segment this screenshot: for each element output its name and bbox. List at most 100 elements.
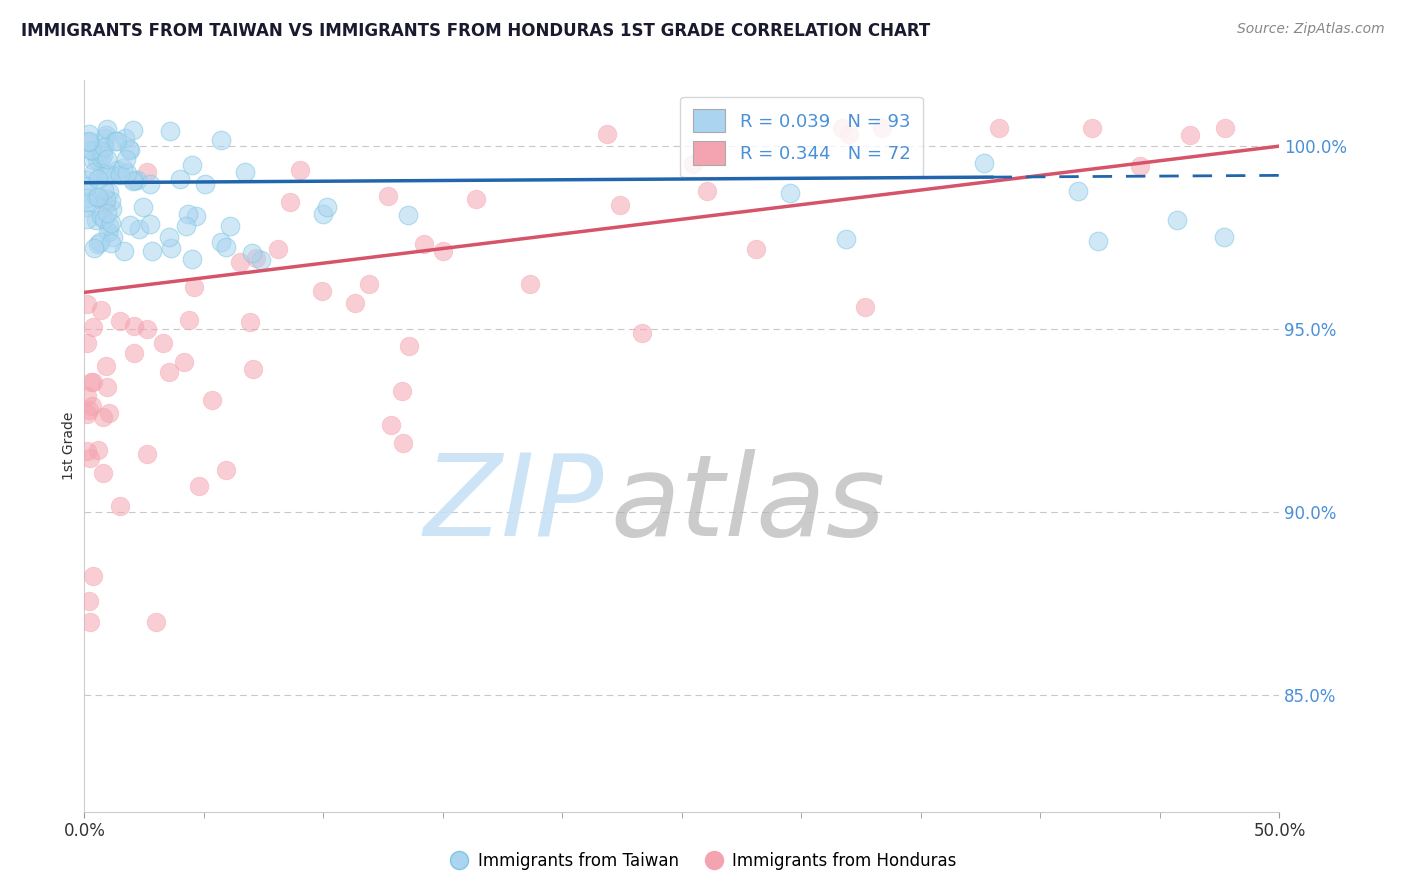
Point — [245, 252, 267, 266]
Point — [1166, 213, 1188, 227]
Point — [157, 365, 180, 379]
Point — [179, 313, 201, 327]
Text: atlas: atlas — [610, 449, 886, 560]
Point — [77, 594, 100, 608]
Point — [141, 244, 163, 259]
Point — [779, 186, 801, 200]
Point — [242, 246, 264, 260]
Point — [96, 168, 118, 182]
Point — [215, 240, 238, 254]
Point — [118, 142, 141, 156]
Point — [831, 120, 853, 135]
Point — [519, 277, 541, 291]
Point — [987, 120, 1010, 135]
Point — [187, 479, 209, 493]
Point — [233, 165, 256, 179]
Point — [136, 322, 159, 336]
Point — [1213, 120, 1236, 135]
Point — [96, 153, 118, 167]
Point — [745, 242, 768, 256]
Point — [145, 615, 167, 629]
Point — [177, 207, 200, 221]
Point — [90, 210, 112, 224]
Point — [115, 166, 138, 180]
Point — [609, 197, 631, 211]
Point — [114, 153, 136, 167]
Point — [121, 174, 143, 188]
Point — [595, 127, 617, 141]
Point — [76, 135, 98, 149]
Point — [105, 162, 128, 177]
Point — [84, 189, 107, 203]
Point — [209, 235, 232, 249]
Point — [94, 359, 117, 373]
Point — [209, 133, 232, 147]
Point — [79, 615, 101, 629]
Point — [169, 171, 191, 186]
Point — [89, 235, 111, 250]
Legend: Immigrants from Taiwan, Immigrants from Honduras: Immigrants from Taiwan, Immigrants from … — [443, 846, 963, 877]
Point — [93, 466, 115, 480]
Point — [132, 200, 155, 214]
Point — [94, 131, 117, 145]
Point — [316, 200, 339, 214]
Point — [159, 241, 181, 255]
Text: IMMIGRANTS FROM TAIWAN VS IMMIGRANTS FROM HONDURAS 1ST GRADE CORRELATION CHART: IMMIGRANTS FROM TAIWAN VS IMMIGRANTS FRO… — [21, 22, 931, 40]
Point — [215, 463, 238, 477]
Point — [97, 225, 120, 239]
Point — [122, 122, 145, 136]
Point — [93, 148, 115, 162]
Point — [79, 127, 101, 141]
Point — [98, 185, 121, 199]
Point — [464, 193, 486, 207]
Point — [1213, 230, 1236, 244]
Point — [180, 252, 202, 266]
Point — [82, 153, 104, 168]
Point — [238, 315, 260, 329]
Point — [93, 183, 115, 197]
Point — [157, 230, 180, 244]
Point — [432, 244, 454, 258]
Point — [77, 403, 100, 417]
Point — [76, 179, 98, 194]
Point — [682, 156, 704, 170]
Point — [138, 217, 160, 231]
Point — [242, 362, 264, 376]
Point — [136, 165, 159, 179]
Point — [100, 194, 122, 209]
Point — [96, 205, 118, 219]
Point — [98, 219, 121, 233]
Point — [973, 156, 995, 170]
Point — [870, 120, 893, 135]
Point — [76, 201, 98, 215]
Point — [1067, 184, 1090, 198]
Point — [122, 346, 145, 360]
Point — [120, 143, 142, 157]
Point — [377, 189, 399, 203]
Point — [76, 407, 98, 421]
Point — [100, 236, 122, 251]
Point — [96, 122, 118, 136]
Point — [696, 184, 718, 198]
Point — [104, 134, 127, 148]
Point — [90, 303, 112, 318]
Point — [834, 231, 856, 245]
Point — [112, 244, 135, 258]
Point — [86, 190, 108, 204]
Point — [80, 143, 103, 157]
Point — [76, 389, 98, 403]
Point — [98, 406, 121, 420]
Point — [380, 418, 402, 433]
Point — [90, 152, 112, 166]
Point — [110, 169, 132, 183]
Point — [86, 153, 108, 167]
Point — [344, 295, 367, 310]
Point — [159, 124, 181, 138]
Point — [79, 450, 101, 465]
Point — [76, 443, 98, 458]
Point — [101, 230, 124, 244]
Point — [855, 300, 877, 314]
Point — [90, 145, 112, 159]
Point — [118, 218, 141, 232]
Point — [398, 338, 420, 352]
